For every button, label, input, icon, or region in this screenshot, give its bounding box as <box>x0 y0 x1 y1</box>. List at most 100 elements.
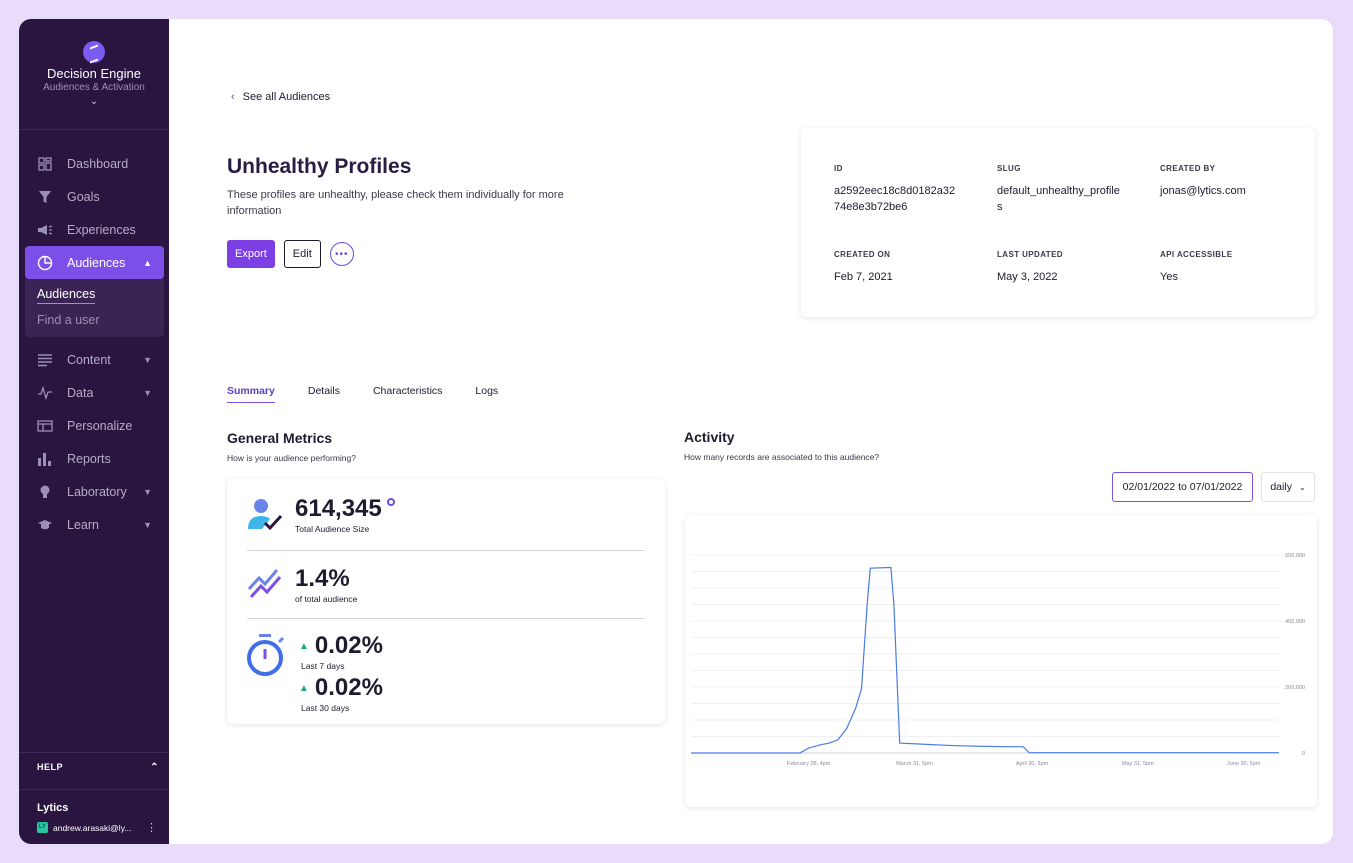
sidebar-item-label: Learn <box>67 517 99 532</box>
sidebar-item-laboratory[interactable]: Laboratory ▼ <box>25 475 164 508</box>
x-tick-label: February 28, 4pm <box>787 761 831 767</box>
pulse-icon <box>37 385 53 401</box>
user-check-icon <box>248 499 283 531</box>
arrow-up-icon: ▲ <box>299 641 309 652</box>
tab-logs[interactable]: Logs <box>475 385 499 397</box>
info-icon[interactable] <box>386 498 395 506</box>
chevron-up-icon: ▲ <box>143 257 152 268</box>
sidebar-item-label: Data <box>67 385 94 400</box>
sidebar-item-dashboard[interactable]: Dashboard <box>25 147 164 180</box>
brand-subtitle: Audiences & Activation <box>43 82 145 93</box>
divider <box>19 752 169 753</box>
brand-title: Decision Engine <box>47 66 141 81</box>
sidebar-item-label: Reports <box>67 451 111 466</box>
account-user[interactable]: LY andrew.arasaki@ly... ⋮ <box>37 822 157 834</box>
percent-label: of total audience <box>295 594 358 604</box>
audience-meta-card: ID a2592eec18c8d0182a3274e8e3b72be6 SLUG… <box>801 128 1315 317</box>
y-tick-label: 200,000 <box>1285 685 1305 691</box>
bars-icon <box>37 451 53 467</box>
brand[interactable]: Decision Engine Audiences & Activation ⌄ <box>19 41 169 107</box>
sidebar-item-learn[interactable]: Learn ▼ <box>25 508 164 541</box>
sidebar-item-experiences[interactable]: Experiences <box>25 213 164 246</box>
more-vertical-icon[interactable]: ⋮ <box>146 822 157 834</box>
x-tick-label: April 30, 5pm <box>1016 761 1049 767</box>
subnav-item-audiences[interactable]: Audiences <box>37 281 164 307</box>
meta-id: ID a2592eec18c8d0182a3274e8e3b72be6 <box>834 164 956 213</box>
meta-created-on: CREATED ON Feb 7, 2021 <box>834 250 893 283</box>
month-growth-value: ▲ 0.02% <box>299 674 383 701</box>
chevron-down-icon: ▼ <box>143 354 152 365</box>
x-tick-label: March 31, 5pm <box>896 761 933 767</box>
sidebar-item-label: Laboratory <box>67 484 127 499</box>
tab-bar: Summary Details Characteristics Logs <box>227 385 531 403</box>
funnel-icon <box>37 189 53 205</box>
sidebar-item-label: Personalize <box>67 418 133 433</box>
meta-api-accessible: API ACCESSIBLE Yes <box>1160 250 1233 283</box>
activity-subtitle: How many records are associated to this … <box>684 452 880 462</box>
sidebar-nav: Dashboard Goals Experiences Audiences ▲ <box>25 147 164 541</box>
sidebar-item-audiences[interactable]: Audiences ▲ <box>25 246 164 279</box>
granularity-select[interactable]: daily ⌄ <box>1261 472 1315 502</box>
bulb-icon <box>37 484 53 500</box>
metrics-subtitle: How is your audience performing? <box>227 453 356 463</box>
divider <box>19 789 169 790</box>
window-icon <box>37 418 53 434</box>
week-growth-value: ▲ 0.02% <box>299 632 383 659</box>
sidebar-item-reports[interactable]: Reports <box>25 442 164 475</box>
sidebar-item-label: Goals <box>67 189 100 204</box>
page-title: Unhealthy Profiles <box>227 155 412 178</box>
sidebar-item-data[interactable]: Data ▼ <box>25 376 164 409</box>
account-user-email: andrew.arasaki@ly... <box>53 822 132 833</box>
tab-details[interactable]: Details <box>307 385 340 397</box>
action-bar: Export Edit ••• <box>227 240 354 268</box>
subnav-item-find-user[interactable]: Find a user <box>37 313 100 327</box>
tab-summary[interactable]: Summary <box>227 385 275 403</box>
chevron-down-icon: ▼ <box>143 387 152 398</box>
sidebar-item-label: Experiences <box>67 222 136 237</box>
sidebar-item-goals[interactable]: Goals <box>25 180 164 213</box>
help-label: HELP <box>37 762 64 772</box>
sidebar: Decision Engine Audiences & Activation ⌄… <box>19 19 169 844</box>
edit-button[interactable]: Edit <box>283 240 321 268</box>
sidebar-item-label: Audiences <box>67 255 126 270</box>
brand-logo-icon <box>83 41 105 63</box>
date-range-picker[interactable]: 02/01/2022 to 07/01/2022 <box>1112 472 1253 502</box>
meta-slug: SLUG default_unhealthy_profiles <box>997 164 1120 213</box>
sidebar-item-label: Content <box>67 352 111 367</box>
divider <box>19 129 169 130</box>
x-tick-label: June 30, 5pm <box>1227 761 1261 767</box>
week-growth-label: Last 7 days <box>301 661 345 671</box>
percent-value: 1.4% <box>295 565 350 592</box>
sidebar-item-label: Dashboard <box>67 156 129 171</box>
month-growth-label: Last 30 days <box>301 703 350 713</box>
activity-chart: 0 200,000 400,000 600,000 February 28, 4pm Ma… <box>691 553 1305 767</box>
dashboard-icon <box>37 156 53 172</box>
app-window: Decision Engine Audiences & Activation ⌄… <box>19 19 1333 844</box>
back-link[interactable]: ‹ See all Audiences <box>231 91 330 103</box>
arrow-up-icon: ▲ <box>299 683 309 694</box>
series-line <box>691 566 1279 754</box>
x-tick-label: May 31, 5pm <box>1122 761 1154 767</box>
y-tick-label: 0 <box>1302 751 1305 757</box>
more-options-icon[interactable]: ••• <box>329 242 354 266</box>
chevron-down-icon: ▼ <box>143 519 152 530</box>
lines-icon <box>37 352 53 368</box>
pie-chart-icon <box>37 255 53 271</box>
trend-up-icon <box>247 569 282 599</box>
chevron-down-icon[interactable]: ⌄ <box>89 96 99 107</box>
tab-characteristics[interactable]: Characteristics <box>372 385 443 397</box>
export-button[interactable]: Export <box>227 240 275 268</box>
audience-size-value: 614,345 <box>295 495 395 523</box>
chevron-up-icon: ⌃ <box>150 762 159 773</box>
activity-title: Activity <box>684 429 735 445</box>
audiences-subnav: Audiences Find a user <box>25 278 164 337</box>
metrics-title: General Metrics <box>227 430 333 446</box>
graduation-cap-icon <box>37 517 53 533</box>
y-tick-label: 600,000 <box>1285 553 1305 559</box>
audience-size-label: Total Audience Size <box>295 524 370 534</box>
sidebar-item-personalize[interactable]: Personalize <box>25 409 164 442</box>
sidebar-item-content[interactable]: Content ▼ <box>25 343 164 376</box>
divider <box>247 550 645 551</box>
help-section[interactable]: HELP ⌃ <box>37 762 159 773</box>
meta-last-updated: LAST UPDATED May 3, 2022 <box>997 250 1063 283</box>
